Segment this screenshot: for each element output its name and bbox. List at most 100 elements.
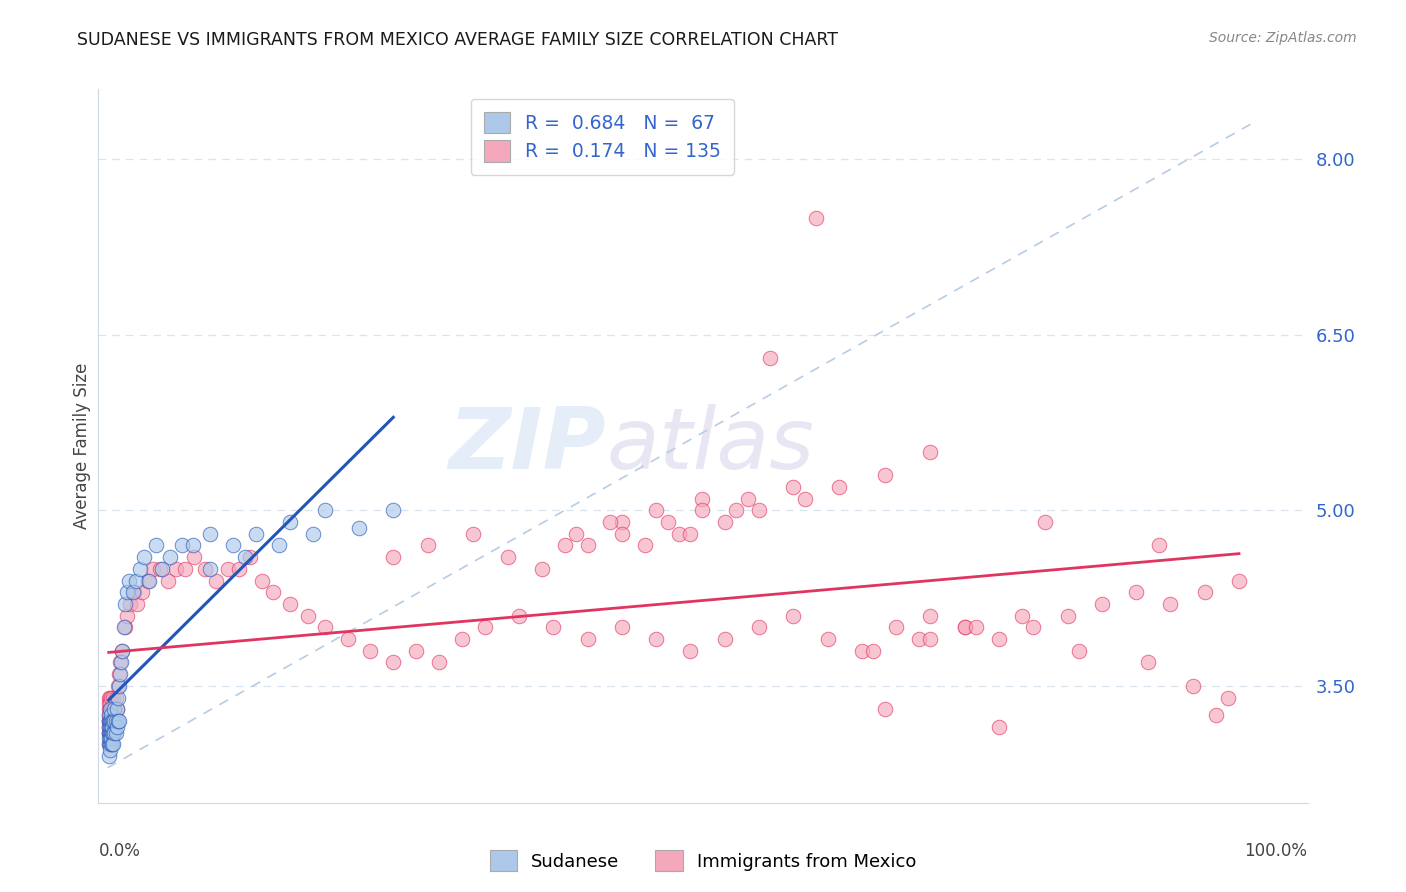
Point: [1125, 585, 1147, 599]
Point: [953, 620, 976, 634]
Point: [530, 562, 553, 576]
Point: [100, 702, 122, 716]
Point: [165, 562, 187, 576]
Point: [576, 538, 599, 552]
Point: [599, 515, 621, 529]
Point: [100, 708, 122, 723]
Point: [1182, 679, 1205, 693]
Point: [98, 714, 121, 728]
Point: [103, 702, 125, 716]
Point: [105, 702, 128, 716]
Point: [103, 725, 125, 739]
Point: [104, 690, 127, 705]
Point: [98, 690, 121, 705]
Point: [149, 562, 172, 576]
Point: [101, 720, 124, 734]
Point: [200, 562, 222, 576]
Y-axis label: Average Family Size: Average Family Size: [73, 363, 91, 529]
Point: [101, 725, 124, 739]
Point: [108, 667, 131, 681]
Point: [690, 491, 713, 506]
Point: [97, 720, 120, 734]
Point: [159, 550, 181, 565]
Point: [125, 574, 148, 588]
Point: [405, 644, 427, 658]
Point: [103, 714, 125, 728]
Point: [314, 620, 336, 634]
Point: [97, 749, 120, 764]
Point: [98, 725, 121, 739]
Point: [920, 632, 942, 646]
Point: [134, 550, 156, 565]
Point: [111, 644, 134, 658]
Point: [748, 620, 770, 634]
Point: [1159, 597, 1181, 611]
Text: atlas: atlas: [606, 404, 814, 488]
Point: [100, 708, 122, 723]
Point: [101, 737, 124, 751]
Point: [101, 702, 124, 716]
Legend: Sudanese, Immigrants from Mexico: Sudanese, Immigrants from Mexico: [482, 843, 924, 879]
Point: [105, 702, 128, 716]
Point: [884, 620, 907, 634]
Point: [181, 538, 204, 552]
Point: [496, 550, 519, 565]
Point: [103, 737, 125, 751]
Point: [103, 702, 125, 716]
Point: [98, 720, 121, 734]
Point: [228, 562, 250, 576]
Point: [115, 585, 138, 599]
Point: [668, 526, 690, 541]
Point: [382, 550, 405, 565]
Point: [122, 585, 145, 599]
Point: [108, 656, 131, 670]
Point: [725, 503, 748, 517]
Point: [100, 690, 122, 705]
Point: [737, 491, 759, 506]
Point: [105, 720, 128, 734]
Point: [152, 562, 174, 576]
Point: [1056, 608, 1078, 623]
Point: [100, 714, 122, 728]
Point: [97, 725, 120, 739]
Point: [302, 526, 325, 541]
Point: [988, 632, 1011, 646]
Point: [297, 608, 319, 623]
Point: [97, 737, 120, 751]
Point: [100, 725, 122, 739]
Point: [280, 515, 302, 529]
Point: [851, 644, 873, 658]
Point: [920, 445, 942, 459]
Point: [610, 620, 633, 634]
Point: [98, 725, 121, 739]
Point: [233, 550, 256, 565]
Point: [108, 714, 131, 728]
Point: [114, 597, 136, 611]
Point: [634, 538, 657, 552]
Point: [103, 720, 125, 734]
Point: [1067, 644, 1090, 658]
Point: [908, 632, 931, 646]
Legend: R =  0.684   N =  67, R =  0.174   N = 135: R = 0.684 N = 67, R = 0.174 N = 135: [471, 99, 734, 175]
Point: [194, 562, 217, 576]
Point: [107, 679, 129, 693]
Point: [1147, 538, 1170, 552]
Point: [131, 585, 153, 599]
Point: [690, 503, 713, 517]
Point: [136, 574, 159, 588]
Point: [97, 714, 120, 728]
Point: [1194, 585, 1216, 599]
Point: [100, 737, 122, 751]
Point: [359, 644, 381, 658]
Point: [100, 720, 122, 734]
Point: [183, 550, 205, 565]
Point: [336, 632, 359, 646]
Point: [382, 503, 405, 517]
Point: [205, 574, 228, 588]
Point: [1091, 597, 1114, 611]
Point: [145, 538, 167, 552]
Point: [347, 521, 370, 535]
Text: 100.0%: 100.0%: [1244, 842, 1308, 860]
Point: [101, 714, 124, 728]
Point: [474, 620, 496, 634]
